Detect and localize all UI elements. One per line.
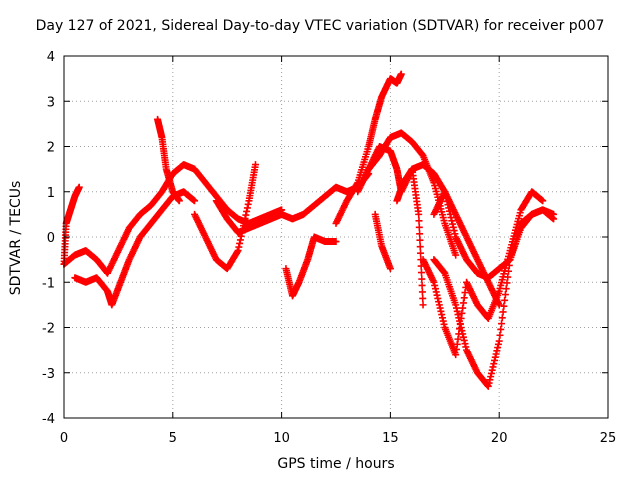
y-tick-label: -3 [42,367,55,382]
series-track-k [371,210,394,273]
series-track-e [191,161,259,273]
series-track-l [393,165,427,309]
series-track-c [71,188,199,309]
y-tick-label: 1 [47,186,55,201]
y-tick-label: -1 [42,276,55,291]
series-track-d [154,115,183,205]
data-point [419,301,427,309]
x-tick-label: 25 [600,431,617,446]
series-track-h [332,70,405,227]
data-point [415,217,423,225]
data-point [539,197,547,205]
y-axis-label: SDTVAR / TECUs [8,180,24,296]
chart-title: Day 127 of 2021, Sidereal Day-to-day VTE… [35,18,605,34]
data-point [550,210,558,218]
data-point [75,183,83,191]
data-point [418,275,426,283]
y-tick-label: 0 [47,231,55,246]
x-tick-label: 20 [491,431,508,446]
data-point [191,197,199,205]
x-tick-label: 10 [273,431,290,446]
data-point [175,197,183,205]
x-axis-label: GPS time / hours [277,456,395,472]
data-point [332,238,340,246]
data-point [386,265,394,273]
data-point [251,161,259,169]
data-point [415,210,423,218]
data-point [418,281,426,289]
series-track-b [60,161,286,277]
series-track-j [365,143,503,309]
y-tick-label: -4 [42,412,55,427]
data-point [418,288,426,296]
data-point [417,269,425,277]
series-track-o [430,188,558,282]
y-tick-label: 3 [47,95,55,110]
series-track-g [282,233,340,300]
data-point [416,230,424,238]
data-point [416,236,424,244]
y-tick-label: 4 [47,50,55,65]
data-point [415,223,423,231]
x-tick-label: 15 [382,431,399,446]
data-point [452,251,460,259]
x-tick-label: 0 [60,431,68,446]
data-point [419,294,427,302]
series-track-f [212,170,373,236]
y-tick-label: -2 [42,322,55,337]
x-tick-label: 5 [169,431,177,446]
data-point [397,70,405,78]
data-point [416,243,424,251]
y-tick-label: 2 [47,141,55,156]
data-point [417,249,425,257]
